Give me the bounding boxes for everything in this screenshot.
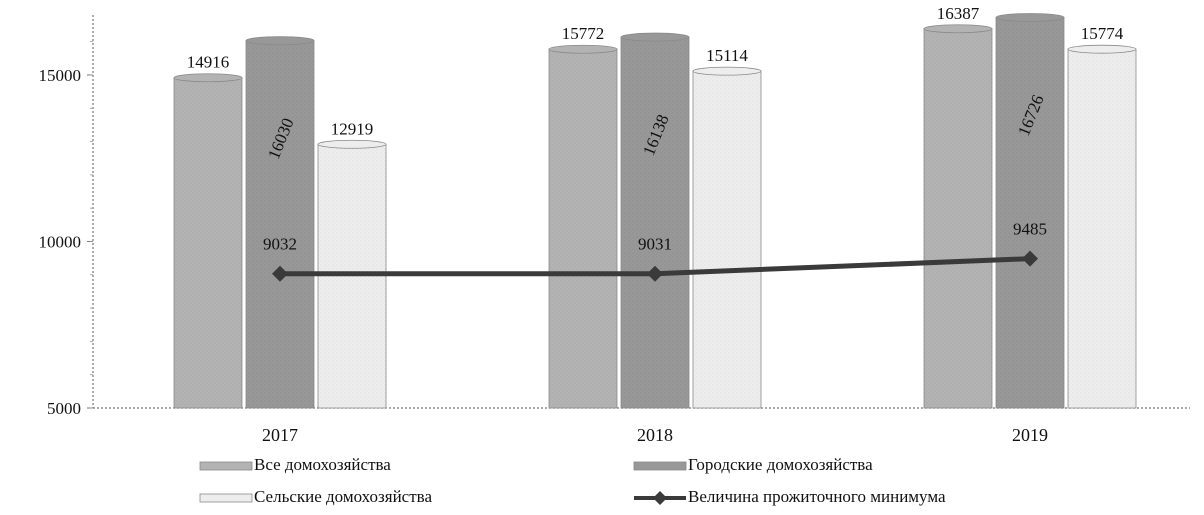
line-data-label: 9485	[1013, 220, 1047, 239]
bar-texture	[549, 49, 617, 408]
y-tick-label: 15000	[39, 66, 82, 85]
legend-marker	[653, 491, 667, 505]
legend-swatch	[199, 493, 253, 503]
data-label: 12919	[331, 119, 374, 138]
x-tick-label: 2018	[637, 425, 673, 445]
data-label: 15114	[706, 46, 748, 65]
line-point-marker	[647, 265, 663, 282]
bar-texture	[924, 28, 992, 408]
bar-texture	[621, 37, 689, 408]
legend-label: Величина прожиточного минимума	[688, 487, 946, 506]
bar-texture	[693, 71, 761, 408]
bar-cap	[995, 13, 1065, 22]
legend-label: Все домохозяйства	[254, 455, 391, 474]
y-tick-label: 5000	[47, 399, 81, 418]
x-tick-label: 2019	[1012, 425, 1048, 445]
legend-label: Сельские домохозяйства	[254, 487, 432, 506]
bar-texture	[174, 77, 242, 409]
line-data-label: 9031	[638, 235, 672, 254]
bar-cap	[692, 66, 762, 76]
data-label: 16387	[937, 4, 980, 23]
line-point-marker	[1022, 250, 1038, 267]
line-data-label: 9032	[263, 235, 297, 254]
bar-texture	[246, 40, 314, 408]
bar-cap	[1067, 44, 1137, 54]
bar-texture	[1068, 49, 1136, 408]
bar-texture	[996, 17, 1064, 409]
legend-swatch	[199, 461, 253, 471]
line-point-marker	[272, 265, 288, 282]
legend-label: Городские домохозяйства	[688, 455, 873, 474]
data-label: 14916	[187, 53, 230, 72]
x-tick-label: 2017	[262, 425, 298, 445]
bar-cap	[620, 32, 690, 42]
bar-cap	[173, 73, 243, 83]
bar-cap	[923, 24, 993, 34]
bar-cap	[548, 44, 618, 54]
bar-cap	[245, 36, 315, 46]
legend-swatch	[633, 461, 687, 471]
bar-cap	[317, 139, 387, 149]
y-tick-label: 10000	[39, 232, 82, 251]
data-label: 15772	[562, 24, 605, 43]
data-label: 15774	[1081, 24, 1124, 43]
